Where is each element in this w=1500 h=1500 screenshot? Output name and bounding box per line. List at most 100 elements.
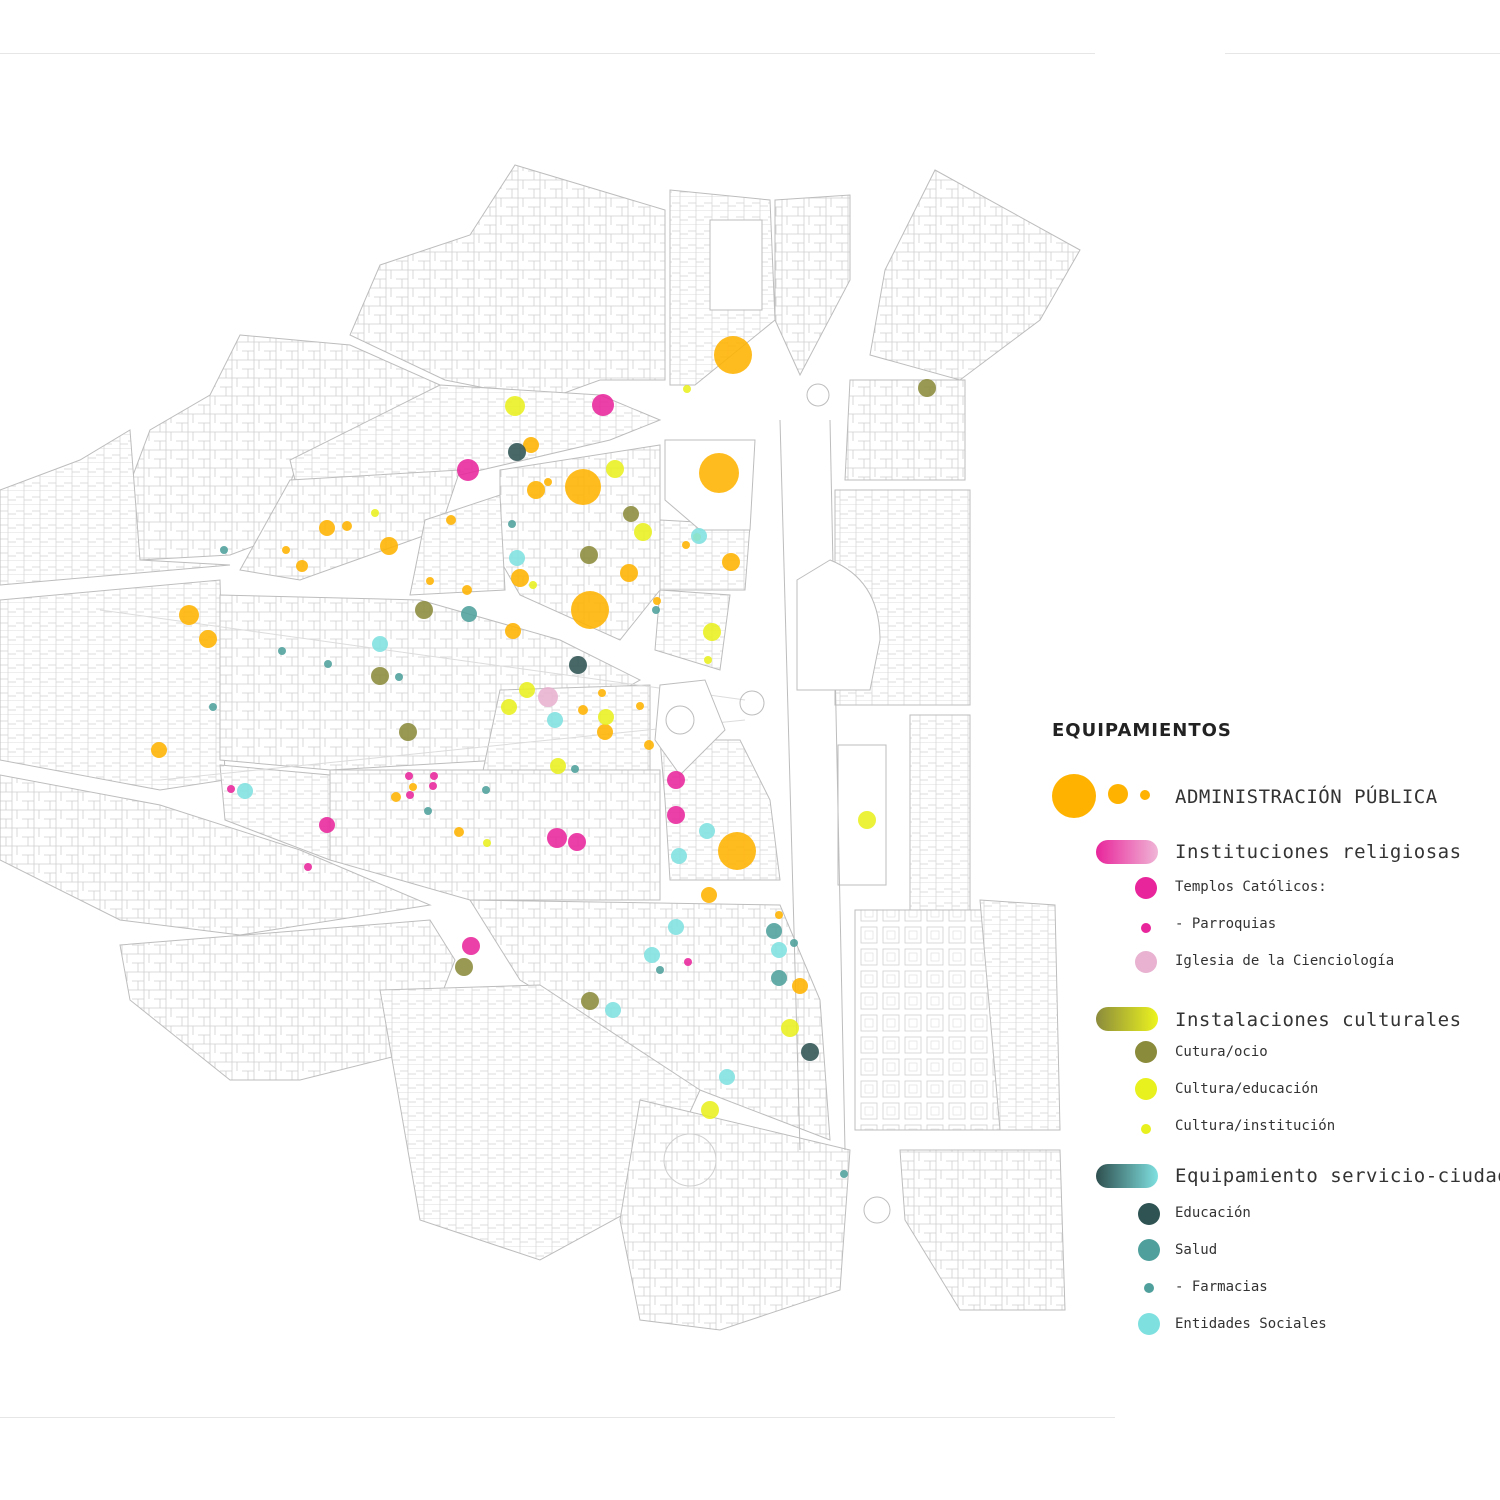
legend-admin-medium-dot bbox=[1108, 784, 1128, 804]
marker-parroquia bbox=[684, 958, 692, 966]
marker-farmacia bbox=[840, 1170, 848, 1178]
legend-parroquias-label: - Parroquias bbox=[1175, 916, 1277, 932]
marker-institucion bbox=[683, 385, 691, 393]
legend-religious-label: Instituciones religiosas bbox=[1175, 841, 1462, 863]
marker-administracion bbox=[620, 564, 638, 582]
marker-administracion bbox=[296, 560, 308, 572]
legend-salud-dot bbox=[1138, 1239, 1160, 1261]
marker-parroquia bbox=[430, 772, 438, 780]
marker-educacion-cult bbox=[606, 460, 624, 478]
bottom-frame-line bbox=[0, 1417, 1115, 1418]
legend-servicio-swatch bbox=[1096, 1164, 1158, 1188]
marker-ocio bbox=[415, 601, 433, 619]
marker-social bbox=[372, 636, 388, 652]
marker-administracion bbox=[565, 469, 601, 505]
marker-institucion bbox=[371, 509, 379, 517]
marker-social bbox=[699, 823, 715, 839]
legend-educacion-label: Educación bbox=[1175, 1205, 1251, 1221]
legend-cultural-label: Instalaciones culturales bbox=[1175, 1009, 1462, 1031]
legend-farmacias-label: - Farmacias bbox=[1175, 1279, 1268, 1295]
legend-title: EQUIPAMIENTOS bbox=[1052, 720, 1232, 741]
marker-administracion bbox=[699, 453, 739, 493]
legend-cienciologia-dot bbox=[1135, 951, 1157, 973]
legend-institucion-dot bbox=[1141, 1124, 1151, 1134]
marker-templo bbox=[462, 937, 480, 955]
legend-cult-educacion-dot bbox=[1135, 1078, 1157, 1100]
marker-salud bbox=[461, 606, 477, 622]
legend-templos-label: Templos Católicos: bbox=[1175, 879, 1327, 895]
marker-institucion bbox=[704, 656, 712, 664]
legend-social-dot bbox=[1138, 1313, 1160, 1335]
marker-farmacia bbox=[395, 673, 403, 681]
marker-administracion bbox=[644, 740, 654, 750]
marker-ocio bbox=[918, 379, 936, 397]
marker-parroquia bbox=[429, 782, 437, 790]
marker-institucion bbox=[529, 581, 537, 589]
legend: EQUIPAMIENTOS ADMINISTRACIÓN PÚBLICA Ins… bbox=[1040, 700, 1500, 1360]
marker-administracion bbox=[701, 887, 717, 903]
marker-administracion bbox=[578, 705, 588, 715]
marker-educacion-cult bbox=[550, 758, 566, 774]
marker-farmacia bbox=[209, 703, 217, 711]
marker-administracion bbox=[409, 783, 417, 791]
marker-social bbox=[644, 947, 660, 963]
marker-administracion bbox=[775, 911, 783, 919]
marker-educacion bbox=[569, 656, 587, 674]
legend-cultural-swatch bbox=[1096, 1007, 1158, 1031]
marker-farmacia bbox=[656, 966, 664, 974]
marker-social bbox=[509, 550, 525, 566]
marker-administracion bbox=[571, 591, 609, 629]
marker-administracion bbox=[179, 605, 199, 625]
legend-cult-educacion-label: Cultura/educación bbox=[1175, 1081, 1319, 1097]
marker-educacion-cult bbox=[634, 523, 652, 541]
marker-parroquia bbox=[304, 863, 312, 871]
marker-farmacia bbox=[220, 546, 228, 554]
marker-educacion-cult bbox=[598, 709, 614, 725]
legend-cienciologia-label: Iglesia de la Cienciología bbox=[1175, 953, 1395, 969]
legend-salud-label: Salud bbox=[1175, 1242, 1218, 1258]
top-frame-line-left bbox=[0, 53, 1095, 54]
marker-administracion bbox=[199, 630, 217, 648]
legend-servicio-label: Equipamiento servicio-ciudad. bbox=[1175, 1165, 1500, 1187]
marker-administracion bbox=[446, 515, 456, 525]
marker-administracion bbox=[544, 478, 552, 486]
marker-parroquia bbox=[406, 791, 414, 799]
marker-administracion bbox=[636, 702, 644, 710]
legend-institucion-label: Cultura/institución bbox=[1175, 1118, 1336, 1134]
legend-parroquias-dot bbox=[1141, 923, 1151, 933]
marker-social bbox=[691, 528, 707, 544]
marker-administracion bbox=[282, 546, 290, 554]
equipment-markers bbox=[151, 336, 936, 1178]
marker-templo bbox=[319, 817, 335, 833]
marker-farmacia bbox=[571, 765, 579, 773]
marker-ocio bbox=[623, 506, 639, 522]
marker-farmacia bbox=[652, 606, 660, 614]
marker-educacion-cult bbox=[505, 396, 525, 416]
marker-templo bbox=[568, 833, 586, 851]
legend-social-label: Entidades Sociales bbox=[1175, 1316, 1327, 1332]
marker-administracion bbox=[151, 742, 167, 758]
marker-social bbox=[771, 942, 787, 958]
legend-farmacias-dot bbox=[1144, 1283, 1154, 1293]
marker-templo bbox=[457, 459, 479, 481]
marker-social bbox=[605, 1002, 621, 1018]
marker-ocio bbox=[371, 667, 389, 685]
marker-social bbox=[668, 919, 684, 935]
marker-farmacia bbox=[508, 520, 516, 528]
marker-administracion bbox=[718, 832, 756, 870]
marker-educacion-cult bbox=[703, 623, 721, 641]
marker-social bbox=[547, 712, 563, 728]
marker-administracion bbox=[597, 724, 613, 740]
marker-educacion-cult bbox=[781, 1019, 799, 1037]
marker-educacion-cult bbox=[701, 1101, 719, 1119]
marker-ocio bbox=[581, 992, 599, 1010]
marker-templo bbox=[667, 771, 685, 789]
marker-ocio bbox=[580, 546, 598, 564]
marker-administracion bbox=[391, 792, 401, 802]
marker-farmacia bbox=[278, 647, 286, 655]
marker-parroquia bbox=[227, 785, 235, 793]
marker-administracion bbox=[714, 336, 752, 374]
marker-ocio bbox=[455, 958, 473, 976]
marker-social bbox=[237, 783, 253, 799]
